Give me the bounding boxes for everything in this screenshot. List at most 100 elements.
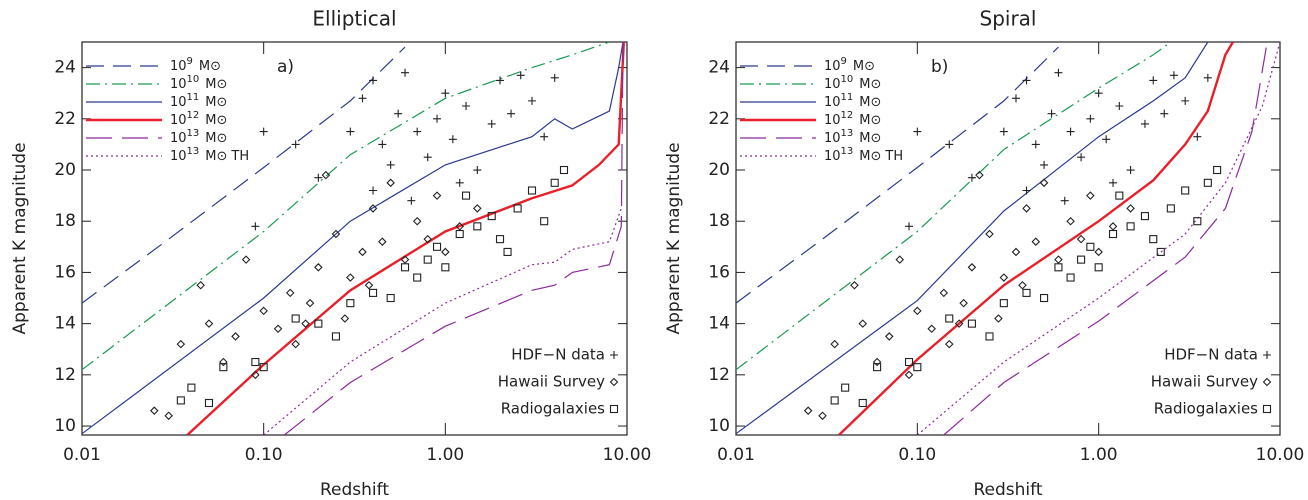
plus-marker	[378, 140, 387, 149]
diamond-marker	[939, 288, 949, 298]
legend-label: 1010 M⊙	[824, 74, 881, 92]
square-marker	[495, 235, 505, 244]
y-axis-label: Apparent K magnitude	[10, 142, 30, 334]
diamond-marker	[378, 237, 387, 246]
square-marker	[487, 212, 496, 221]
diamond-marker	[285, 288, 295, 298]
legend-exp: 11	[187, 92, 200, 103]
legend-unit: M⊙	[205, 113, 227, 128]
plus-marker	[1115, 102, 1124, 111]
diamond-marker	[164, 411, 173, 421]
plus-marker	[1011, 94, 1020, 103]
square-marker	[455, 229, 464, 239]
square-marker	[1193, 217, 1202, 226]
y-tick-label: 16	[708, 262, 730, 282]
square-marker	[187, 383, 196, 392]
plus-marker	[394, 109, 403, 118]
model-line	[263, 208, 622, 435]
plus-marker	[1109, 178, 1118, 187]
diamond-marker	[872, 357, 882, 367]
x-tick-label: 1.00	[426, 445, 464, 465]
diamond-marker	[1126, 204, 1135, 213]
legend-unit: M⊙	[205, 149, 227, 164]
legend-unit: M⊙	[205, 95, 227, 110]
y-tick-label: 24	[54, 58, 76, 78]
legend-exp: 9	[187, 56, 193, 67]
legend-label: 109 M⊙	[824, 56, 875, 74]
plus-marker	[487, 119, 496, 128]
plot-area	[82, 42, 625, 435]
diamond-marker	[386, 178, 395, 188]
plus-marker	[346, 127, 355, 136]
legend-label: 1013 M⊙ TH	[170, 146, 249, 164]
diamond-marker	[1094, 247, 1103, 257]
plus-marker	[455, 178, 464, 187]
plus-marker	[550, 73, 559, 82]
square-marker	[441, 263, 450, 272]
plus-marker	[413, 127, 422, 136]
legend-unit: M⊙	[859, 113, 881, 128]
square-marker	[259, 363, 268, 372]
plus-marker	[1169, 71, 1178, 80]
plus-marker	[1126, 166, 1135, 175]
square-marker	[1022, 288, 1031, 297]
diamond-marker	[231, 332, 240, 341]
diamond-marker	[927, 324, 936, 334]
x-tick-label: 0.01	[63, 445, 101, 465]
legend-base: 10	[824, 113, 841, 128]
plus-marker	[905, 222, 914, 231]
diamond-marker	[803, 406, 813, 415]
model-line	[736, 46, 1059, 304]
square-marker	[413, 273, 422, 282]
diamond-marker	[1011, 247, 1021, 257]
legend-base: 10	[170, 59, 187, 74]
diamond-marker	[346, 273, 355, 282]
legend-unit: M⊙	[859, 95, 881, 110]
legend-exp: 13	[841, 146, 854, 157]
y-tick-label: 12	[708, 365, 730, 385]
plus-marker	[1149, 76, 1158, 85]
legend-exp: 10	[187, 74, 200, 85]
plus-marker	[1094, 89, 1103, 98]
square-marker	[858, 398, 867, 408]
diamond-marker	[975, 170, 984, 180]
plus-marker	[610, 351, 618, 359]
y-tick-label: 12	[54, 365, 76, 385]
x-axis-label: Redshift	[320, 480, 389, 500]
square-marker	[913, 363, 922, 372]
plus-marker	[423, 153, 432, 162]
square-marker	[873, 363, 882, 372]
square-marker	[1166, 204, 1175, 213]
square-marker	[904, 357, 914, 367]
panel-label: a)	[277, 57, 294, 77]
square-marker	[1108, 229, 1118, 239]
legend-exp: 9	[841, 56, 847, 67]
square-marker	[1181, 186, 1190, 195]
diamond-marker	[913, 306, 922, 316]
diamond-marker	[340, 314, 350, 323]
legend-label: 1012 M⊙	[824, 110, 881, 128]
plus-marker	[1140, 119, 1149, 128]
panel: Elliptical Redshift Apparent K magnitude a)…	[10, 7, 651, 500]
square-marker	[550, 178, 559, 187]
y-tick-label: 16	[54, 262, 76, 282]
diamond-marker	[1022, 204, 1031, 213]
legend-note: TH	[230, 149, 249, 164]
diamond-marker	[291, 339, 300, 349]
square-marker	[1126, 222, 1135, 231]
plus-marker	[369, 76, 378, 85]
legend-unit: M⊙	[859, 149, 881, 164]
legend-base: 10	[170, 131, 187, 146]
plus-marker	[386, 160, 395, 169]
legend-base: 10	[170, 77, 187, 92]
legend-base: 10	[824, 77, 841, 92]
legend-base: 10	[824, 149, 841, 164]
plus-marker	[448, 135, 457, 144]
diamond-marker	[441, 247, 450, 257]
square-marker	[204, 398, 214, 408]
legend-exp: 13	[841, 128, 854, 139]
square-marker	[432, 242, 442, 251]
plus-marker	[1086, 114, 1095, 123]
